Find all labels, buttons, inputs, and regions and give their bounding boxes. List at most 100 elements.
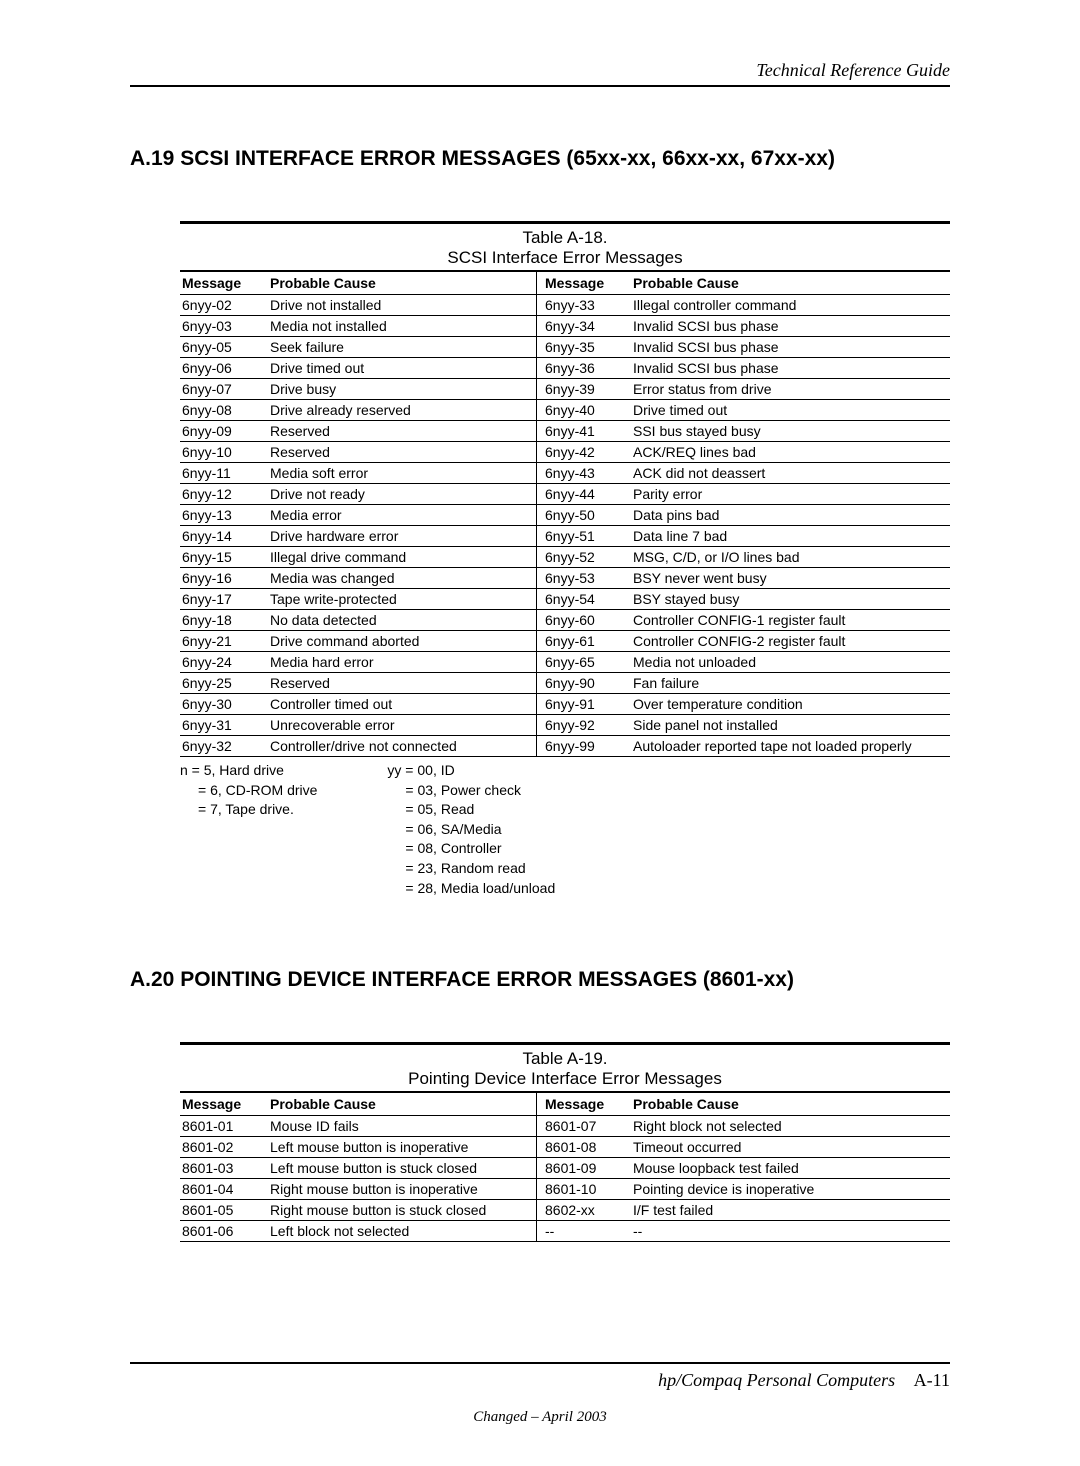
cell-cause: Autoloader reported tape not loaded prop… [631, 736, 950, 757]
cell-cause: ACK did not deassert [631, 463, 950, 484]
cell-message: 6nyy-11 [180, 463, 268, 484]
col-cause-2: Probable Cause [631, 271, 950, 295]
cell-cause: Drive hardware error [268, 526, 537, 547]
table-row: 6nyy-05Seek failure6nyy-35Invalid SCSI b… [180, 337, 950, 358]
cell-cause: Right block not selected [631, 1116, 950, 1137]
cell-message: 6nyy-43 [537, 463, 632, 484]
table-row: 6nyy-14Drive hardware error6nyy-51Data l… [180, 526, 950, 547]
cell-message: 8601-09 [537, 1158, 632, 1179]
cell-message: 6nyy-16 [180, 568, 268, 589]
cell-cause: Side panel not installed [631, 715, 950, 736]
cell-cause: Left mouse button is inoperative [268, 1137, 537, 1158]
cell-message: 6nyy-32 [180, 736, 268, 757]
cell-message: 8601-01 [180, 1116, 268, 1137]
cell-cause: Data pins bad [631, 505, 950, 526]
cell-message: 6nyy-31 [180, 715, 268, 736]
cell-cause: Right mouse button is inoperative [268, 1179, 537, 1200]
cell-cause: Parity error [631, 484, 950, 505]
table-row: 6nyy-10Reserved6nyy-42ACK/REQ lines bad [180, 442, 950, 463]
cell-message: 6nyy-91 [537, 694, 632, 715]
cell-message: 6nyy-08 [180, 400, 268, 421]
cell-message: 6nyy-07 [180, 379, 268, 400]
cell-cause: MSG, C/D, or I/O lines bad [631, 547, 950, 568]
page-header: Technical Reference Guide [130, 60, 950, 87]
cell-cause: BSY stayed busy [631, 589, 950, 610]
cell-message: 6nyy-21 [180, 631, 268, 652]
cell-message: 6nyy-33 [537, 295, 632, 316]
cell-cause: Controller timed out [268, 694, 537, 715]
cell-message: 6nyy-12 [180, 484, 268, 505]
cell-cause: Right mouse button is stuck closed [268, 1200, 537, 1221]
cell-message: 6nyy-09 [180, 421, 268, 442]
cell-cause: Over temperature condition [631, 694, 950, 715]
cell-message: 6nyy-41 [537, 421, 632, 442]
footnote-line: n = 5, Hard drive [180, 761, 317, 781]
cell-message: 6nyy-34 [537, 316, 632, 337]
cell-cause: Invalid SCSI bus phase [631, 358, 950, 379]
table-row: 6nyy-32Controller/drive not connected6ny… [180, 736, 950, 757]
table-row: 6nyy-03Media not installed6nyy-34Invalid… [180, 316, 950, 337]
cell-cause: Controller CONFIG-1 register fault [631, 610, 950, 631]
cell-message: 6nyy-44 [537, 484, 632, 505]
cell-message: 8601-08 [537, 1137, 632, 1158]
cell-message: 8601-04 [180, 1179, 268, 1200]
cell-cause: Drive command aborted [268, 631, 537, 652]
footer-page-number: A-11 [914, 1370, 950, 1390]
cell-cause: Left mouse button is stuck closed [268, 1158, 537, 1179]
col-message-1: Message [180, 271, 268, 295]
cell-message: 6nyy-13 [180, 505, 268, 526]
cell-cause: Left block not selected [268, 1221, 537, 1242]
cell-cause: Mouse ID fails [268, 1116, 537, 1137]
cell-message: 6nyy-61 [537, 631, 632, 652]
cell-cause: Invalid SCSI bus phase [631, 316, 950, 337]
cell-cause: Illegal drive command [268, 547, 537, 568]
cell-cause: Drive busy [268, 379, 537, 400]
cell-message: 6nyy-15 [180, 547, 268, 568]
table-row: 8601-04Right mouse button is inoperative… [180, 1179, 950, 1200]
cell-message: 6nyy-52 [537, 547, 632, 568]
table-row: 6nyy-12Drive not ready6nyy-44Parity erro… [180, 484, 950, 505]
table-row: 6nyy-25Reserved6nyy-90Fan failure [180, 673, 950, 694]
footnote-line: = 06, SA/Media [387, 820, 555, 840]
cell-cause: No data detected [268, 610, 537, 631]
cell-message: 6nyy-65 [537, 652, 632, 673]
cell-cause: Tape write-protected [268, 589, 537, 610]
cell-cause: Media was changed [268, 568, 537, 589]
cell-cause: Drive not installed [268, 295, 537, 316]
cell-message: 6nyy-10 [180, 442, 268, 463]
cell-message: 6nyy-14 [180, 526, 268, 547]
cell-cause: Reserved [268, 442, 537, 463]
footnote-line: = 28, Media load/unload [387, 879, 555, 899]
footnote-line: = 7, Tape drive. [180, 800, 317, 820]
cell-cause: Media not installed [268, 316, 537, 337]
table-row: 6nyy-09Reserved6nyy-41SSI bus stayed bus… [180, 421, 950, 442]
cell-message: 6nyy-53 [537, 568, 632, 589]
cell-message: 6nyy-36 [537, 358, 632, 379]
table-row: 6nyy-31Unrecoverable error6nyy-92Side pa… [180, 715, 950, 736]
cell-cause: Unrecoverable error [268, 715, 537, 736]
table-row: 6nyy-30Controller timed out6nyy-91Over t… [180, 694, 950, 715]
cell-message: 8601-07 [537, 1116, 632, 1137]
section-a20-heading: A.20 POINTING DEVICE INTERFACE ERROR MES… [130, 968, 950, 992]
cell-message: -- [537, 1221, 632, 1242]
table-row: 8601-03Left mouse button is stuck closed… [180, 1158, 950, 1179]
table-row: 8601-02Left mouse button is inoperative8… [180, 1137, 950, 1158]
cell-message: 8601-06 [180, 1221, 268, 1242]
cell-cause: Drive timed out [631, 400, 950, 421]
table-row: 6nyy-16Media was changed6nyy-53BSY never… [180, 568, 950, 589]
footnote-line: = 05, Read [387, 800, 555, 820]
cell-message: 6nyy-42 [537, 442, 632, 463]
cell-message: 6nyy-51 [537, 526, 632, 547]
cell-message: 6nyy-03 [180, 316, 268, 337]
cell-cause: Seek failure [268, 337, 537, 358]
table-a18-wrap: Table A-18. SCSI Interface Error Message… [180, 221, 950, 757]
footnote-line: = 03, Power check [387, 781, 555, 801]
table-a19: Message Probable Cause Message Probable … [180, 1091, 950, 1242]
cell-message: 8601-02 [180, 1137, 268, 1158]
table-row: 6nyy-02Drive not installed6nyy-33Illegal… [180, 295, 950, 316]
cell-message: 6nyy-54 [537, 589, 632, 610]
cell-cause: Drive already reserved [268, 400, 537, 421]
footnote-line: = 6, CD-ROM drive [180, 781, 317, 801]
table-row: 6nyy-24Media hard error6nyy-65Media not … [180, 652, 950, 673]
cell-message: 6nyy-35 [537, 337, 632, 358]
